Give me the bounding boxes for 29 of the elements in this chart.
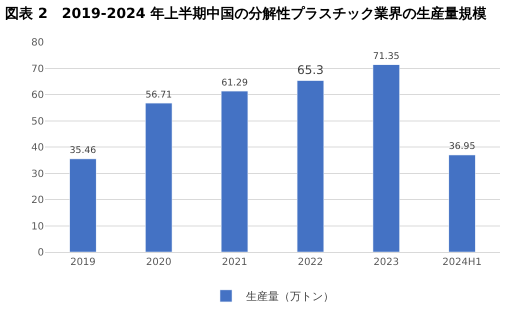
chart-title: 図表 2 2019-2024 年上半期中国の分解性プラスチック業界の生産量規模: [5, 4, 488, 22]
data-label: 36.95: [448, 141, 476, 152]
legend-label: 生産量（万トン）: [246, 290, 334, 304]
data-label: 61.29: [221, 77, 248, 88]
y-tick-label: 60: [31, 90, 44, 101]
bar: [221, 90, 248, 252]
x-tick-label: 2021: [222, 257, 248, 268]
data-label: 35.46: [70, 145, 96, 156]
bar: [296, 80, 324, 252]
bar: [448, 154, 476, 252]
y-tick-label: 20: [31, 195, 44, 206]
x-tick-label: 2023: [374, 257, 399, 268]
x-tick-label: 2022: [298, 257, 324, 268]
y-tick-label: 40: [31, 142, 44, 154]
y-tick-label: 30: [31, 168, 44, 180]
data-label: 65.3: [297, 62, 324, 77]
y-tick-label: 0: [38, 248, 44, 258]
data-label: 56.71: [145, 89, 172, 100]
y-tick-label: 10: [31, 221, 44, 232]
bar: [69, 158, 96, 252]
y-tick-label: 80: [31, 38, 44, 48]
x-tick-label: 2020: [146, 257, 172, 268]
bar: [145, 102, 172, 252]
data-label: 71.35: [372, 50, 400, 62]
bar: [372, 64, 400, 252]
x-tick-label: 2019: [70, 257, 96, 268]
y-tick-label: 70: [31, 64, 44, 75]
x-tick-label: 2024H1: [442, 257, 482, 268]
y-tick-label: 50: [31, 116, 44, 128]
